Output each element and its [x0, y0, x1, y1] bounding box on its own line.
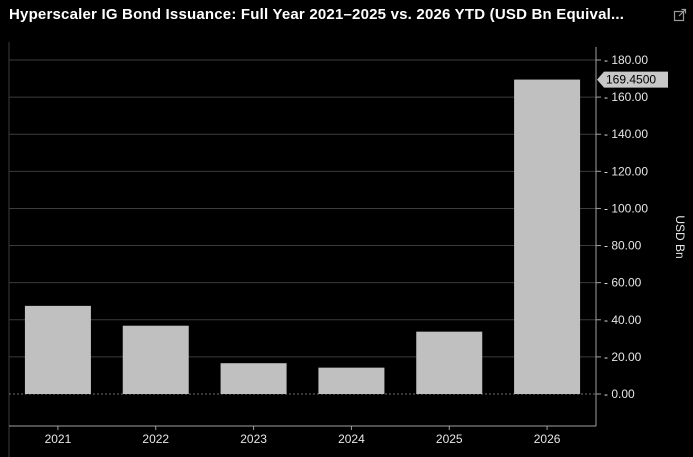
y-tick-label: - 100.00 [604, 201, 648, 215]
y-axis-label: USD Bn [673, 215, 687, 258]
y-axis: - 0.00 - 20.00 - 40.00 - 60.00 - 80.00 - 100.… [9, 47, 648, 427]
y-tick-label: - 160.00 [604, 90, 648, 104]
y-tick-label: - 120.00 [604, 164, 648, 178]
y-tick-label: - 20.00 [604, 350, 642, 364]
bars [24, 79, 581, 394]
last-value-tag: 169.4500 [597, 71, 668, 88]
y-tick-label: - 40.00 [604, 313, 642, 327]
x-tick-label: 2026 [534, 432, 561, 446]
y-tick-label: - 80.00 [604, 239, 642, 253]
y-tick-label: - 60.00 [604, 276, 642, 290]
x-tick-label: 2023 [240, 432, 267, 446]
last-value-tag-shape [597, 71, 668, 88]
x-tick-label: 2021 [45, 432, 72, 446]
open-external-icon[interactable] [673, 8, 687, 22]
y-tick-label: - 140.00 [604, 127, 648, 141]
x-tick-label: 2025 [436, 432, 463, 446]
x-tick-label: 2024 [338, 432, 365, 446]
y-tick-label: - 0.00 [604, 387, 635, 401]
bar-2025[interactable] [416, 331, 483, 394]
x-tick-label: 2022 [142, 432, 169, 446]
bar-2026[interactable] [514, 79, 581, 394]
bar-2024[interactable] [318, 367, 385, 394]
title-bar: Hyperscaler IG Bond Issuance: Full Year … [0, 0, 693, 32]
bar-2023[interactable] [220, 363, 287, 394]
last-value-label: 169.4500 [606, 73, 656, 87]
x-tick-labels: 2021 2022 2023 2024 2025 2026 [45, 426, 561, 446]
bar-2021[interactable] [24, 305, 91, 394]
bar-2022[interactable] [122, 325, 189, 394]
gridlines [9, 59, 596, 395]
y-tick-label: - 180.00 [604, 53, 648, 67]
chart-title: Hyperscaler IG Bond Issuance: Full Year … [9, 6, 625, 23]
